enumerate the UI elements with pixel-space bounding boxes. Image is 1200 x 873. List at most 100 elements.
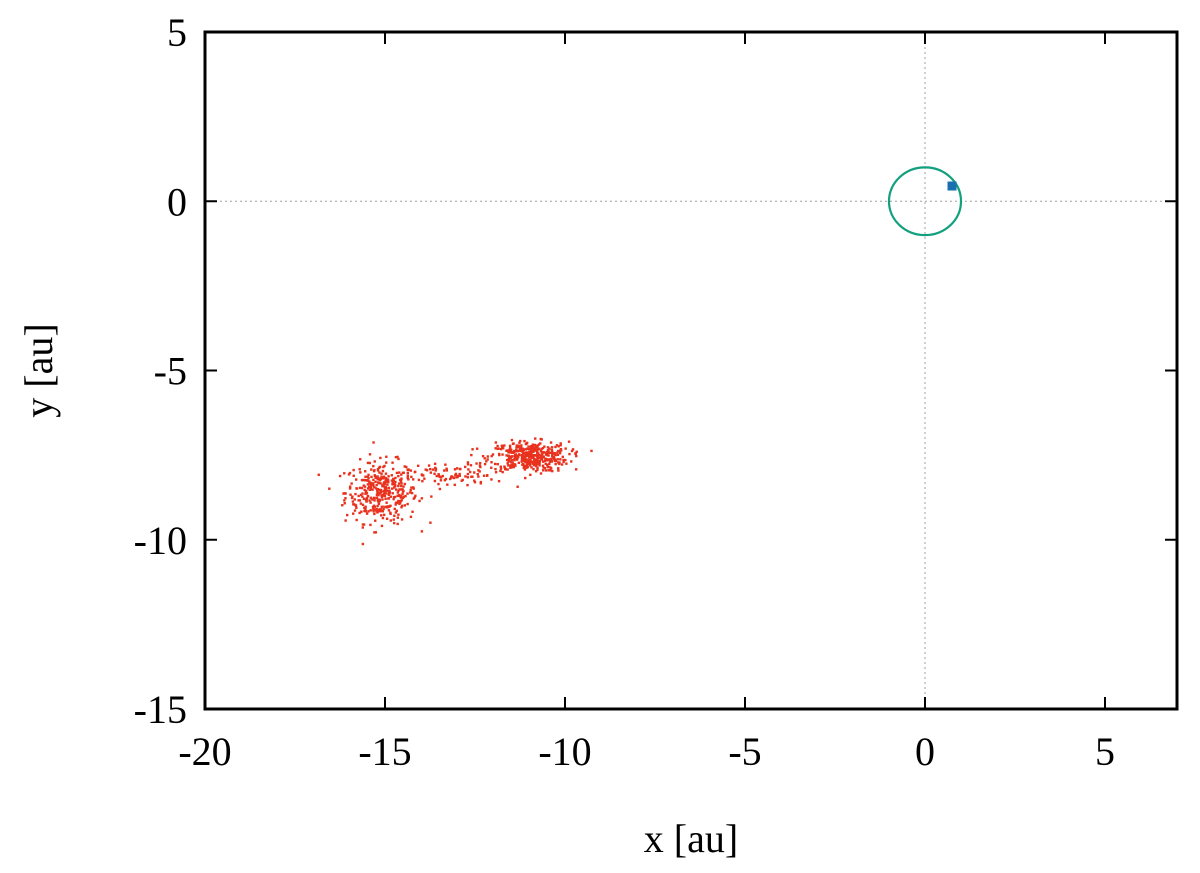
cloud-point: [530, 453, 534, 457]
cloud-point: [546, 465, 550, 469]
cloud-point: [377, 493, 380, 497]
cloud-point: [486, 458, 489, 461]
cloud-point: [526, 458, 529, 461]
cloud-point: [529, 458, 532, 461]
cloud-point: [508, 446, 512, 450]
cloud-point: [385, 480, 389, 483]
cloud-point: [490, 461, 493, 464]
cloud-point: [369, 523, 372, 527]
cloud-point: [515, 446, 518, 449]
cloud-point: [358, 486, 362, 490]
cloud-point: [505, 458, 509, 462]
cloud-point: [380, 472, 383, 475]
cloud-point: [373, 474, 376, 477]
cloud-point: [410, 486, 413, 489]
cloud-point: [565, 462, 568, 465]
cloud-point: [345, 513, 349, 517]
cloud-point: [559, 458, 562, 461]
cloud-point: [541, 464, 545, 467]
cloud-point: [402, 495, 406, 498]
cloud-point: [529, 473, 532, 477]
cloud-point: [525, 463, 529, 466]
cloud-point: [509, 466, 512, 470]
cloud-point: [369, 487, 373, 491]
cloud-point: [464, 475, 467, 478]
cloud-point: [530, 466, 533, 469]
cloud-point: [434, 469, 437, 472]
cloud-point: [373, 508, 377, 511]
cloud-point: [483, 462, 487, 466]
cloud-point: [536, 468, 539, 471]
cloud-point: [400, 504, 404, 508]
cloud-point: [429, 471, 433, 474]
y-tick-label: 5: [167, 10, 187, 55]
cloud-point: [549, 458, 552, 461]
cloud-point: [508, 448, 511, 451]
cloud-point: [491, 453, 495, 456]
cloud-point: [391, 461, 394, 464]
cloud-point: [534, 470, 538, 473]
cloud-point: [386, 478, 389, 481]
cloud-point: [536, 444, 539, 447]
cloud-point: [541, 453, 544, 456]
cloud-point: [505, 454, 508, 457]
cloud-point: [361, 542, 365, 546]
cloud-point: [499, 467, 503, 470]
cloud-point: [522, 466, 525, 470]
cloud-point: [400, 499, 403, 502]
cloud-point: [550, 446, 554, 449]
cloud-point: [404, 494, 407, 498]
cloud-point: [535, 458, 539, 462]
cloud-point: [384, 505, 387, 509]
cloud-point: [382, 485, 386, 488]
cloud-point: [556, 453, 560, 457]
cloud-point: [532, 449, 535, 453]
cloud-point: [366, 487, 370, 490]
cloud-point: [507, 458, 510, 462]
cloud-point: [392, 518, 395, 521]
cloud-point: [385, 517, 389, 520]
cloud-point: [386, 489, 389, 492]
cloud-point: [510, 438, 514, 442]
cloud-point: [521, 452, 525, 456]
cloud-point: [376, 504, 379, 508]
cloud-point: [402, 485, 405, 488]
cloud-point: [397, 482, 401, 485]
cloud-point: [485, 474, 489, 477]
cloud-point: [523, 457, 526, 461]
cloud-point: [354, 492, 357, 496]
cloud-point: [470, 475, 473, 478]
cloud-point: [527, 447, 531, 451]
cloud-point: [536, 462, 540, 465]
particle-cloud: [317, 437, 593, 546]
cloud-point: [357, 499, 360, 502]
cloud-point: [406, 502, 409, 506]
cloud-point: [377, 466, 381, 469]
cloud-point: [529, 445, 533, 449]
cloud-point: [384, 497, 387, 500]
cloud-point: [377, 502, 381, 506]
cloud-point: [351, 500, 355, 503]
cloud-point: [364, 507, 367, 511]
cloud-point: [534, 445, 537, 448]
cloud-point: [377, 501, 380, 504]
cloud-point: [514, 448, 518, 452]
cloud-point: [372, 496, 376, 500]
cloud-point: [554, 453, 557, 457]
cloud-point: [393, 507, 396, 511]
cloud-point: [392, 477, 395, 481]
cloud-point: [478, 461, 482, 465]
cloud-point: [381, 498, 384, 501]
cloud-point: [544, 462, 547, 466]
cloud-point: [383, 464, 386, 468]
cloud-point: [520, 444, 523, 447]
cloud-point: [384, 478, 387, 481]
cloud-point: [376, 487, 380, 491]
cloud-point: [376, 481, 380, 484]
cloud-point: [524, 453, 527, 457]
cloud-point: [355, 506, 358, 510]
cloud-point: [466, 461, 470, 464]
cloud-point: [375, 483, 378, 487]
cloud-point: [524, 465, 528, 468]
cloud-point: [475, 462, 478, 465]
